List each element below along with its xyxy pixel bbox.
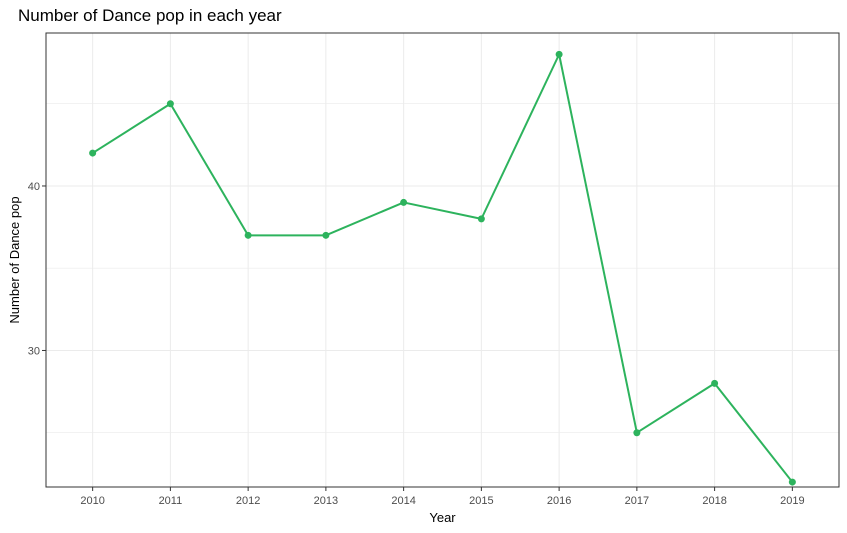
y-tick-label: 30 xyxy=(28,345,40,357)
data-point-2011 xyxy=(166,100,174,108)
y-tick-label: 40 xyxy=(28,181,40,193)
data-series xyxy=(89,50,796,486)
x-tick-label: 2010 xyxy=(80,495,104,507)
x-tick-label: 2014 xyxy=(391,495,415,507)
data-point-2013 xyxy=(322,231,330,239)
data-point-2010 xyxy=(89,149,97,157)
y-axis-ticks: 30 40 xyxy=(28,181,46,357)
x-tick-label: 2012 xyxy=(236,495,260,507)
line-segment xyxy=(169,103,249,236)
data-point-2014 xyxy=(400,198,408,206)
data-point-2017 xyxy=(633,429,641,437)
data-point-2019 xyxy=(788,478,796,486)
chart-title: Number of Dance pop in each year xyxy=(18,6,282,25)
data-point-2015 xyxy=(477,215,485,223)
x-tick-label: 2015 xyxy=(469,495,493,507)
x-axis-title: Year xyxy=(429,510,456,525)
x-tick-label: 2013 xyxy=(314,495,338,507)
data-point-2018 xyxy=(711,379,719,387)
line-segment xyxy=(558,54,638,433)
plot-panel-border xyxy=(45,32,840,488)
line-segment xyxy=(713,382,794,483)
x-tick-label: 2019 xyxy=(780,495,804,507)
x-tick-label: 2018 xyxy=(702,495,726,507)
line-segment xyxy=(403,201,482,220)
data-point-2016 xyxy=(555,50,563,58)
y-axis-title: Number of Dance pop xyxy=(7,196,22,323)
line-segment xyxy=(92,102,171,154)
x-axis-ticks: 2010 2011 2012 2013 2014 2015 2016 2017 2018 2019 xyxy=(80,487,805,507)
line-segment xyxy=(480,53,561,220)
x-tick-label: 2017 xyxy=(625,495,649,507)
x-tick-label: 2011 xyxy=(159,495,183,507)
line-segment xyxy=(325,201,405,237)
x-tick-label: 2016 xyxy=(547,495,571,507)
data-point-2012 xyxy=(244,231,252,239)
line-segment xyxy=(636,382,716,434)
grid-lines xyxy=(46,33,839,487)
